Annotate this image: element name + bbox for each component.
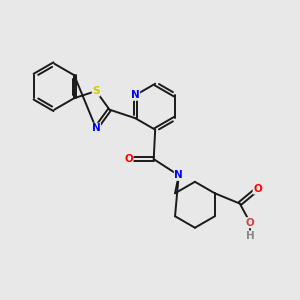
Text: O: O — [253, 184, 262, 194]
Text: N: N — [174, 170, 183, 180]
Text: N: N — [92, 123, 100, 133]
Text: H: H — [246, 231, 254, 241]
Text: S: S — [92, 86, 100, 96]
Text: O: O — [124, 154, 133, 164]
Text: O: O — [246, 218, 254, 228]
Text: N: N — [131, 90, 140, 100]
